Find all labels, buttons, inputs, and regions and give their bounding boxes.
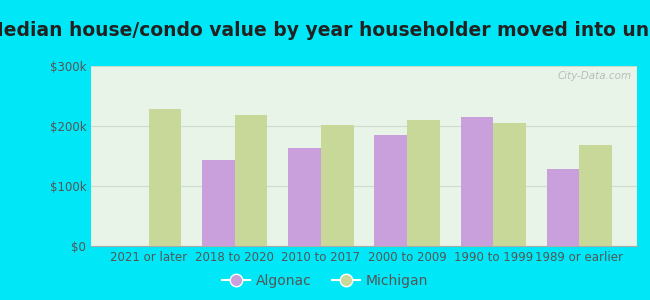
Bar xyxy=(149,109,181,246)
Text: Median house/condo value by year householder moved into unit: Median house/condo value by year househo… xyxy=(0,21,650,40)
Bar xyxy=(288,148,321,246)
Bar xyxy=(579,145,612,246)
Text: City-Data.com: City-Data.com xyxy=(558,71,632,81)
Bar xyxy=(321,125,354,246)
Bar xyxy=(374,135,407,246)
Bar xyxy=(407,120,440,246)
Bar xyxy=(547,169,579,246)
Bar xyxy=(235,115,268,246)
Bar xyxy=(493,123,526,246)
Bar xyxy=(202,160,235,246)
Legend: Algonac, Michigan: Algonac, Michigan xyxy=(216,268,434,293)
Bar xyxy=(460,117,493,246)
